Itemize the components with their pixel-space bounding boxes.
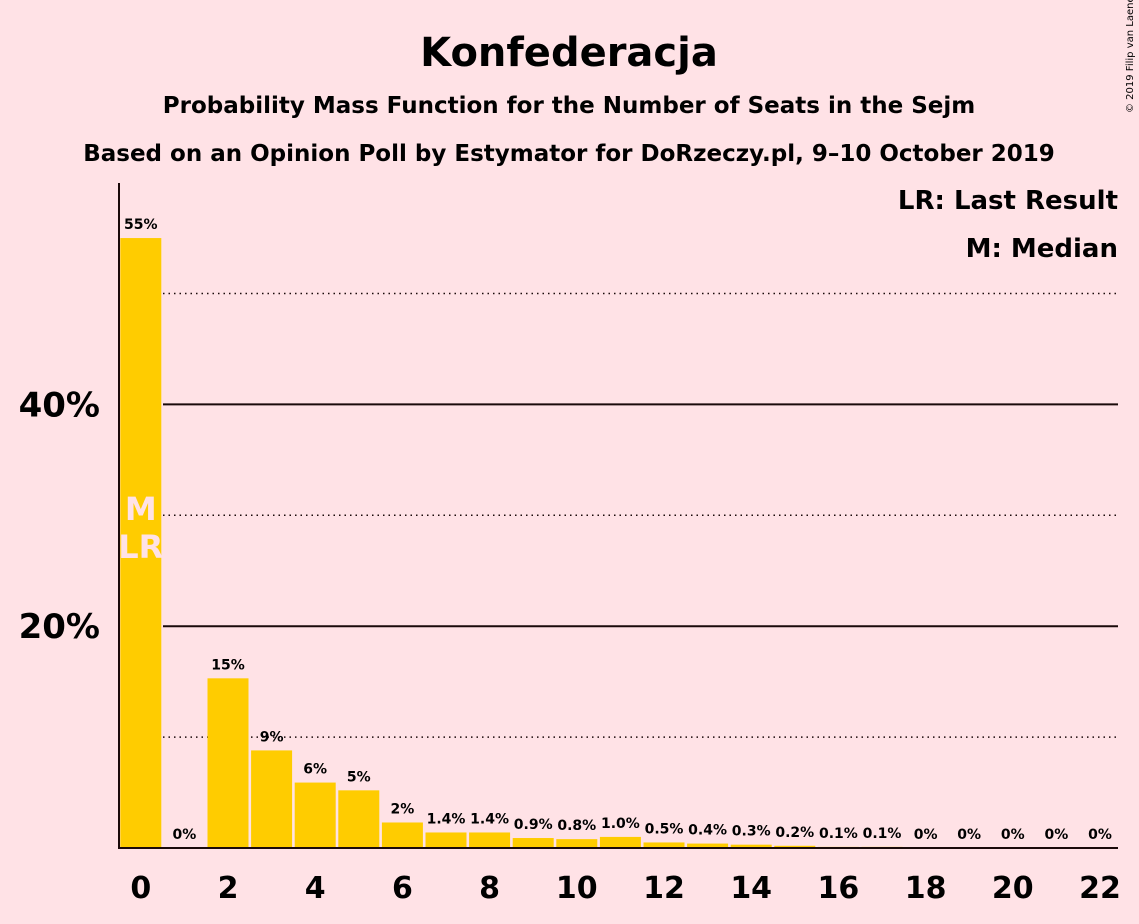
bar	[599, 836, 641, 848]
axes: 20% 40% 0 2 4 6 8 10 12 14 16 18 20 22	[19, 183, 1121, 906]
x-tick-label: 16	[818, 871, 860, 906]
bar	[774, 845, 816, 848]
bar-value-label: 0.9%	[514, 817, 553, 833]
x-tick-label: 14	[730, 871, 772, 906]
data-labels: 55% 0% 15% 9% 6% 5% 2% 1.4% 1.4% 0.9% 0.8% 1.0% 0.5%…	[124, 217, 1112, 843]
bar-value-label: 0.1%	[863, 826, 902, 842]
median-marker: M	[125, 490, 157, 528]
bar-value-label: 0.5%	[645, 821, 684, 837]
bar-value-label: 0%	[173, 827, 197, 843]
x-tick-label: 4	[305, 871, 326, 906]
bar	[207, 678, 249, 848]
chart-subtitle: Probability Mass Function for the Number…	[163, 93, 975, 119]
bar	[381, 822, 423, 848]
bar-value-label: 6%	[303, 762, 327, 778]
legend-last-result: LR: Last Result	[898, 186, 1118, 216]
bar-value-label: 0%	[957, 827, 981, 843]
bar-value-label: 1.4%	[470, 811, 509, 827]
bar-value-label: 1.4%	[427, 811, 466, 827]
bar-value-label: 0.8%	[557, 818, 596, 834]
markers: MLR	[118, 490, 163, 566]
bar-value-label: 15%	[211, 657, 245, 673]
chart-title: Konfederacja	[420, 30, 718, 76]
y-tick-label: 40%	[19, 385, 100, 425]
x-tick-label: 10	[556, 871, 598, 906]
bar-value-label: 0.1%	[819, 826, 858, 842]
x-tick-label: 20	[992, 871, 1034, 906]
x-tick-label: 12	[643, 871, 685, 906]
bar-value-label: 0.3%	[732, 824, 771, 840]
bar-value-label: 0.4%	[688, 823, 727, 839]
bar-value-label: 5%	[347, 769, 371, 785]
gridlines	[163, 292, 1118, 738]
bars	[120, 238, 903, 849]
x-tick-label: 2	[218, 871, 239, 906]
x-tick-label: 22	[1079, 871, 1121, 906]
bar	[294, 782, 336, 848]
copyright-notice: © 2019 Filip van Laenen	[1125, 0, 1136, 113]
bar-value-label: 0%	[1001, 827, 1025, 843]
bar-value-label: 0%	[1088, 827, 1112, 843]
bar-value-label: 0.2%	[775, 825, 814, 841]
bar	[687, 843, 729, 848]
bar	[120, 238, 162, 849]
bar	[512, 838, 554, 848]
bar-value-label: 2%	[391, 801, 415, 817]
bar-value-label: 1.0%	[601, 816, 640, 832]
bar	[425, 832, 467, 848]
x-tick-label: 0	[130, 871, 151, 906]
chart-subtitle-source: Based on an Opinion Poll by Estymator fo…	[83, 141, 1055, 167]
x-tick-label: 6	[392, 871, 413, 906]
x-tick-label: 18	[905, 871, 947, 906]
bar	[469, 832, 511, 848]
bar-value-label: 0%	[914, 827, 938, 843]
bar-value-label: 55%	[124, 217, 158, 233]
bar-value-label: 0%	[1045, 827, 1069, 843]
bar	[251, 750, 293, 848]
last-result-marker: LR	[118, 528, 163, 566]
bar	[643, 842, 685, 848]
legend-median: M: Median	[966, 234, 1118, 264]
bar	[556, 839, 598, 848]
bar	[730, 844, 772, 848]
bar	[338, 790, 380, 848]
x-tick-label: 8	[479, 871, 500, 906]
y-tick-label: 20%	[19, 607, 100, 647]
bar-value-label: 9%	[260, 729, 284, 745]
